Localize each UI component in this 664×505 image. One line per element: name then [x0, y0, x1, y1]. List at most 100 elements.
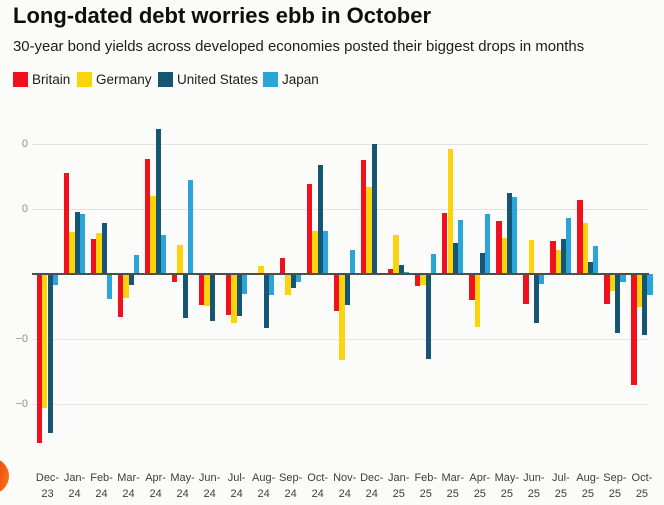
bar-germany-dec-23 [42, 274, 48, 408]
legend-swatch-icon [263, 72, 278, 87]
bar-germany-may-24 [177, 244, 183, 274]
bar-japan-sep-25 [620, 274, 626, 283]
x-tick-label: Jan- 25 [388, 472, 410, 500]
bar-britain-apr-24 [144, 158, 151, 274]
gridline [32, 208, 649, 210]
bar-united-states-jul-24 [236, 274, 242, 316]
x-tick-label: Apr- 24 [145, 472, 166, 500]
bar-germany-apr-24 [150, 196, 156, 274]
bar-japan-jul-24 [241, 274, 248, 295]
y-tick-label: −0 [15, 397, 28, 410]
legend-label: United States [177, 72, 259, 87]
bar-united-states-nov-24 [344, 274, 351, 305]
bar-japan-sep-24 [295, 274, 302, 282]
gridline [32, 143, 649, 145]
bar-britain-jun-25 [523, 274, 529, 305]
corner-logo-circle [0, 458, 9, 494]
bar-germany-dec-24 [366, 187, 372, 274]
bar-japan-jan-24 [79, 214, 86, 274]
bar-germany-sep-25 [609, 274, 615, 291]
legend-label: Germany [96, 72, 152, 87]
x-tick-label: Nov- 24 [333, 472, 357, 500]
x-tick-label: May- 25 [494, 472, 520, 500]
chart-subtitle: 30-year bond yields across developed eco… [13, 38, 585, 55]
bar-united-states-feb-25 [425, 274, 432, 359]
bar-united-states-sep-25 [614, 274, 621, 334]
bar-britain-jun-24 [199, 274, 205, 306]
x-tick-label: Oct- 24 [307, 472, 329, 500]
bar-united-states-apr-25 [479, 252, 486, 274]
bar-united-states-mar-24 [128, 274, 134, 285]
bar-united-states-oct-25 [641, 274, 648, 335]
x-tick-label: Dec- 23 [35, 472, 60, 500]
legend-item-japan: Japan [263, 72, 319, 88]
legend-item-united-states: United States [158, 72, 258, 88]
x-tick-label: Apr- 25 [469, 472, 491, 500]
x-tick-label: Jan- 24 [63, 472, 86, 500]
legend-swatch-icon [158, 72, 173, 87]
legend-item-britain: Britain [13, 72, 70, 88]
bar-germany-oct-25 [636, 274, 642, 307]
bar-germany-apr-25 [474, 274, 480, 328]
x-tick-label: Dec- 24 [360, 472, 384, 500]
bar-germany-nov-24 [339, 274, 345, 361]
x-tick-label: Jun- 24 [198, 472, 221, 500]
x-tick-label: Feb- 25 [414, 472, 438, 500]
bar-japan-jul-25 [566, 217, 572, 274]
bar-britain-sep-25 [604, 274, 610, 305]
bar-japan-feb-25 [431, 253, 437, 274]
bar-britain-aug-25 [577, 200, 583, 274]
bar-united-states-oct-24 [317, 164, 323, 274]
bar-britain-mar-24 [117, 274, 124, 318]
bar-united-states-jan-25 [398, 265, 405, 274]
bar-united-states-aug-25 [587, 261, 594, 274]
x-tick-label: Feb- 24 [90, 472, 113, 500]
y-tick-label: 0 [21, 137, 28, 150]
bar-japan-jun-25 [539, 274, 545, 285]
legend-swatch-icon [13, 72, 28, 87]
bar-germany-jul-24 [231, 274, 237, 324]
bar-britain-may-25 [496, 220, 502, 274]
bar-britain-jul-25 [550, 240, 556, 274]
bar-britain-mar-25 [442, 212, 448, 274]
bar-britain-dec-23 [36, 274, 43, 443]
bar-britain-jan-25 [388, 269, 394, 274]
bar-japan-apr-25 [485, 214, 491, 274]
bar-united-states-feb-24 [101, 222, 107, 274]
x-tick-label: May- 24 [170, 472, 195, 500]
bar-britain-may-24 [172, 274, 178, 282]
bar-united-states-jul-25 [560, 238, 567, 274]
zero-baseline [32, 272, 649, 276]
bar-germany-aug-25 [582, 222, 588, 274]
bar-japan-nov-24 [350, 250, 356, 274]
bar-germany-jun-25 [528, 240, 534, 274]
x-tick-label: Oct- 25 [631, 472, 653, 500]
bar-united-states-jan-24 [74, 211, 80, 274]
bar-united-states-aug-24 [263, 274, 269, 329]
bar-britain-jul-24 [226, 274, 232, 315]
bar-germany-feb-24 [96, 233, 102, 274]
legend-item-germany: Germany [77, 72, 152, 88]
bar-united-states-dec-24 [371, 144, 378, 274]
legend-label: Britain [32, 72, 71, 87]
bar-britain-feb-25 [415, 274, 421, 287]
bar-britain-feb-24 [90, 238, 97, 274]
chart-title: Long-dated debt worries ebb in October [13, 3, 432, 28]
bar-united-states-sep-24 [290, 274, 296, 289]
bar-japan-oct-24 [323, 231, 329, 274]
gridline [32, 403, 649, 405]
y-tick-label: −0 [15, 332, 28, 345]
x-tick-label: Mar- 25 [441, 472, 465, 500]
bar-germany-jan-24 [69, 231, 75, 274]
bar-japan-apr-24 [160, 234, 167, 274]
x-tick-label: Jul- 25 [552, 472, 570, 500]
bar-germany-mar-24 [123, 274, 129, 299]
bar-britain-apr-25 [469, 274, 475, 300]
bar-britain-sep-24 [280, 258, 286, 274]
bar-germany-aug-24 [258, 266, 264, 274]
bar-germany-mar-25 [447, 149, 453, 274]
bar-germany-feb-25 [420, 274, 426, 285]
bar-united-states-jun-25 [533, 274, 540, 323]
